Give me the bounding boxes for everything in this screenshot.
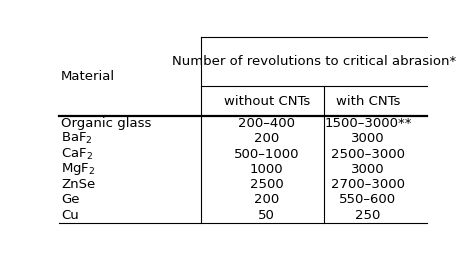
Text: 200–400: 200–400 (238, 117, 295, 130)
Text: 2500–3000: 2500–3000 (331, 148, 405, 161)
Text: Ge: Ge (61, 194, 80, 206)
Text: Material: Material (61, 70, 115, 83)
Text: 3000: 3000 (351, 163, 384, 176)
Text: 2700–3000: 2700–3000 (331, 178, 405, 191)
Text: 200: 200 (254, 132, 280, 145)
Text: without CNTs: without CNTs (224, 95, 310, 108)
Text: ZnSe: ZnSe (61, 178, 95, 191)
Text: 200: 200 (254, 194, 280, 206)
Text: 550–600: 550–600 (339, 194, 396, 206)
Text: 1000: 1000 (250, 163, 283, 176)
Text: 1500–3000**: 1500–3000** (324, 117, 411, 130)
Text: 50: 50 (258, 209, 275, 222)
Text: Organic glass: Organic glass (61, 117, 152, 130)
Text: with CNTs: with CNTs (336, 95, 400, 108)
Text: CaF$_2$: CaF$_2$ (61, 146, 93, 162)
Text: 3000: 3000 (351, 132, 384, 145)
Text: Number of revolutions to critical abrasion*: Number of revolutions to critical abrasi… (172, 55, 456, 68)
Text: Cu: Cu (61, 209, 79, 222)
Text: 2500: 2500 (250, 178, 283, 191)
Text: BaF$_2$: BaF$_2$ (61, 131, 93, 146)
Text: 250: 250 (355, 209, 381, 222)
Text: MgF$_2$: MgF$_2$ (61, 161, 96, 177)
Text: 500–1000: 500–1000 (234, 148, 300, 161)
